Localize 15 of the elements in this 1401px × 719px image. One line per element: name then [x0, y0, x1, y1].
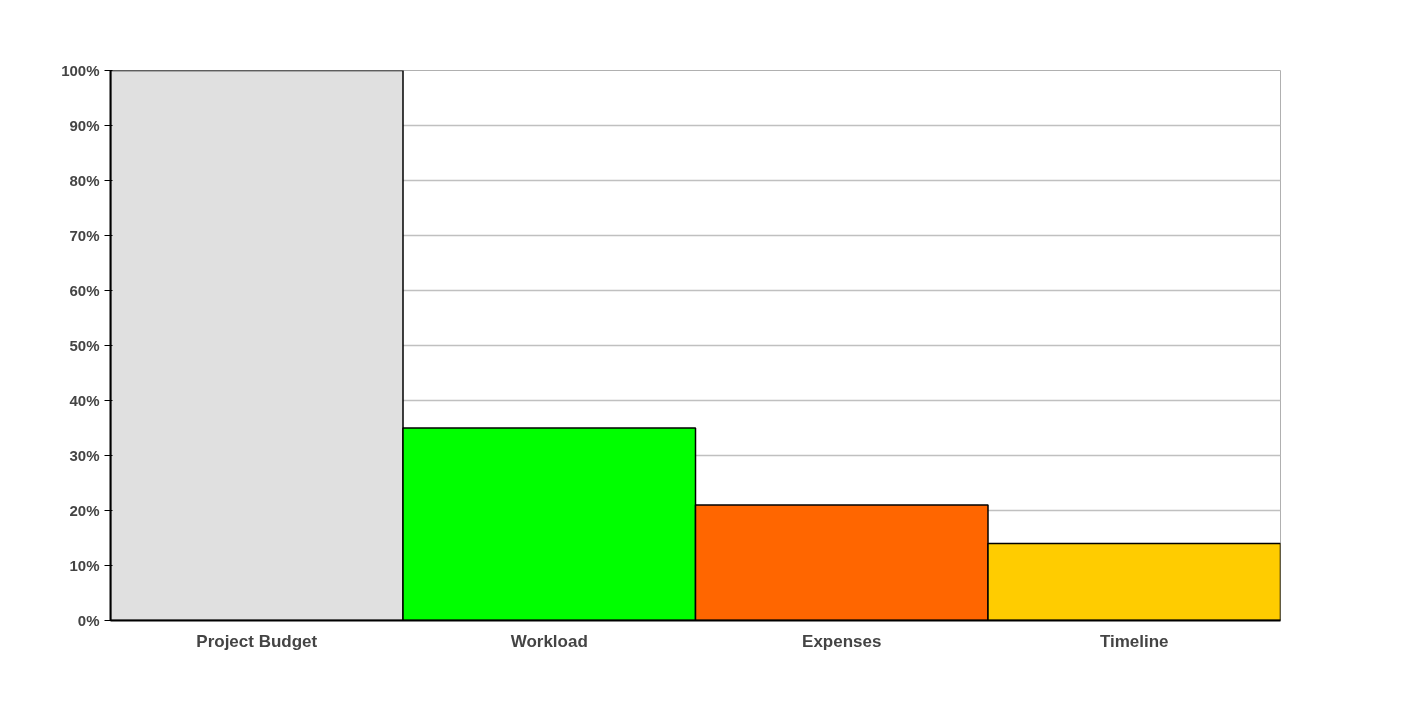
x-tick-label: Workload [510, 631, 588, 651]
x-tick-label: Expenses [802, 631, 882, 651]
y-tick-label: 90% [69, 117, 100, 134]
y-tick-label: 50% [69, 337, 100, 354]
y-tick-label: 40% [69, 392, 100, 409]
x-tick-label: Project Budget [196, 631, 318, 651]
y-tick-label: 80% [69, 172, 100, 189]
y-tick-label: 100% [61, 62, 100, 79]
y-tick-label: 20% [69, 502, 100, 519]
y-tick-label: 70% [69, 227, 100, 244]
y-tick-label: 10% [69, 557, 100, 574]
y-tick-label: 30% [69, 447, 100, 464]
y-tick-label: 0% [77, 612, 100, 629]
y-tick-label: 60% [69, 282, 100, 299]
x-tick-label: Timeline [1099, 631, 1169, 651]
